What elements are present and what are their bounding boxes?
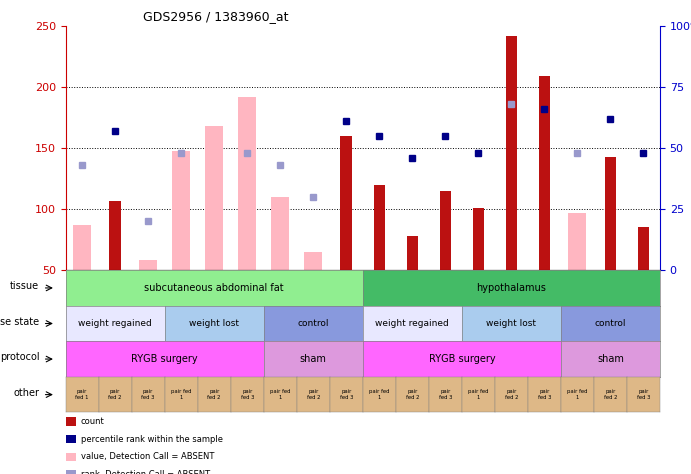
Text: weight regained: weight regained: [375, 319, 449, 328]
Text: pair fed
1: pair fed 1: [171, 389, 191, 400]
Text: rank, Detection Call = ABSENT: rank, Detection Call = ABSENT: [80, 470, 209, 474]
Bar: [238, 97, 256, 270]
Text: value, Detection Call = ABSENT: value, Detection Call = ABSENT: [80, 452, 214, 461]
Bar: [109, 201, 121, 270]
Bar: [73, 225, 91, 270]
Text: other: other: [13, 388, 39, 398]
Text: weight lost: weight lost: [486, 319, 536, 328]
Text: pair
fed 3: pair fed 3: [636, 389, 650, 400]
Text: disease state: disease state: [0, 317, 39, 327]
Bar: [506, 36, 517, 270]
Text: pair
fed 2: pair fed 2: [604, 389, 617, 400]
Text: subcutaneous abdominal fat: subcutaneous abdominal fat: [144, 283, 284, 293]
Bar: [205, 126, 223, 270]
Text: tissue: tissue: [10, 281, 39, 291]
Text: pair
fed 2: pair fed 2: [108, 389, 122, 400]
Bar: [304, 252, 322, 270]
Bar: [605, 157, 616, 270]
Text: pair
fed 2: pair fed 2: [207, 389, 221, 400]
Text: pair
fed 3: pair fed 3: [142, 389, 155, 400]
Text: control: control: [298, 319, 329, 328]
Text: pair
fed 3: pair fed 3: [339, 389, 353, 400]
Bar: [638, 228, 649, 270]
Text: pair
fed 2: pair fed 2: [406, 389, 419, 400]
Text: control: control: [595, 319, 626, 328]
Bar: [473, 208, 484, 270]
Text: sham: sham: [300, 354, 327, 364]
Bar: [341, 136, 352, 270]
Text: pair
fed 3: pair fed 3: [240, 389, 254, 400]
Text: pair
fed 2: pair fed 2: [504, 389, 518, 400]
Bar: [172, 151, 190, 270]
Text: pair fed
1: pair fed 1: [567, 389, 587, 400]
Text: hypothalamus: hypothalamus: [476, 283, 547, 293]
Text: pair
fed 1: pair fed 1: [75, 389, 89, 400]
Bar: [66, 453, 76, 461]
Text: GDS2956 / 1383960_at: GDS2956 / 1383960_at: [143, 10, 288, 24]
Bar: [568, 213, 587, 270]
Text: sham: sham: [597, 354, 624, 364]
Bar: [439, 191, 451, 270]
Bar: [271, 197, 290, 270]
Text: pair
fed 3: pair fed 3: [538, 389, 551, 400]
Text: weight regained: weight regained: [78, 319, 152, 328]
Text: RYGB surgery: RYGB surgery: [131, 354, 198, 364]
Text: weight lost: weight lost: [189, 319, 239, 328]
Text: pair fed
1: pair fed 1: [270, 389, 290, 400]
Text: pair
fed 3: pair fed 3: [439, 389, 452, 400]
Bar: [139, 260, 158, 270]
Bar: [66, 470, 76, 474]
Text: protocol: protocol: [0, 352, 39, 362]
Text: count: count: [80, 417, 104, 426]
Text: pair
fed 2: pair fed 2: [307, 389, 320, 400]
Bar: [406, 236, 418, 270]
Bar: [538, 76, 550, 270]
Bar: [66, 417, 76, 426]
Text: RYGB surgery: RYGB surgery: [428, 354, 495, 364]
Text: pair fed
1: pair fed 1: [468, 389, 489, 400]
Text: percentile rank within the sample: percentile rank within the sample: [80, 435, 223, 444]
Bar: [374, 185, 385, 270]
Bar: [66, 435, 76, 443]
Text: pair fed
1: pair fed 1: [369, 389, 390, 400]
